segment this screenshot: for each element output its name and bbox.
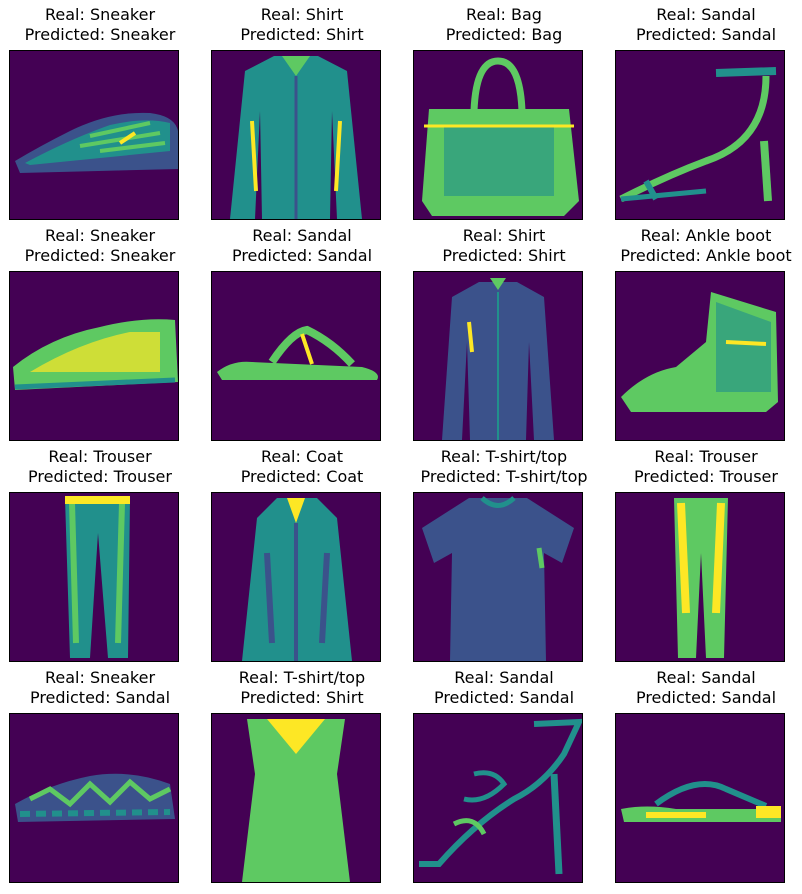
real-label: Real: T-shirt/top [238,668,366,687]
subplot-1: Real: Shirt Predicted: Shirt [202,0,404,222]
sandal-heel-image [413,713,583,883]
predicted-label: Predicted: Shirt [442,246,566,265]
real-label: Real: Ankle boot [640,226,772,245]
predicted-label: Predicted: Bag [445,25,563,44]
subplot-title: Real: Bag Predicted: Bag [404,5,604,45]
sneaker-image [9,271,179,441]
predicted-label: Predicted: Shirt [240,688,364,707]
real-label: Real: Trouser [48,447,152,466]
real-label: Real: Sandal [454,668,554,687]
predicted-label: Predicted: Sandal [29,688,171,707]
subplot-title: Real: Sneaker Predicted: Sneaker [0,226,200,266]
predicted-label: Predicted: Sandal [635,688,777,707]
subplot-title: Real: Shirt Predicted: Shirt [404,226,604,266]
predicted-label: Predicted: Ankle boot [620,246,792,265]
subplot-10: Real: T-shirt/top Predicted: T-shirt/top [404,442,606,664]
subplot-12: Real: Sneaker Predicted: Sandal [0,663,202,885]
sneaker-image [9,713,179,883]
subplot-8: Real: Trouser Predicted: Trouser [0,442,202,664]
real-label: Real: Sandal [656,668,756,687]
subplot-11: Real: Trouser Predicted: Trouser [606,442,802,664]
predicted-label: Predicted: Sandal [231,246,373,265]
tank-top-image [211,713,381,883]
ankle-boot-image [615,271,785,441]
subplot-15: Real: Sandal Predicted: Sandal [606,663,802,885]
predicted-label: Predicted: Trouser [634,467,778,486]
subplot-title: Real: Sandal Predicted: Sandal [404,668,604,708]
sandal-flat-image [211,271,381,441]
subplot-title: Real: Sneaker Predicted: Sandal [0,668,200,708]
shirt-image [413,271,583,441]
real-label: Real: Bag [466,5,542,24]
sneaker-image [9,50,179,220]
predicted-label: Predicted: Sneaker [24,246,176,265]
predicted-label: Predicted: Shirt [240,25,364,44]
subplot-title: Real: Shirt Predicted: Shirt [202,5,402,45]
real-label: Real: Shirt [462,226,546,245]
subplot-9: Real: Coat Predicted: Coat [202,442,404,664]
sandal-flat-image [615,713,785,883]
predicted-label: Predicted: Sneaker [24,25,176,44]
real-label: Real: Sandal [252,226,352,245]
subplot-4: Real: Sneaker Predicted: Sneaker [0,221,202,443]
real-label: Real: Sneaker [44,226,156,245]
subplot-5: Real: Sandal Predicted: Sandal [202,221,404,443]
subplot-14: Real: Sandal Predicted: Sandal [404,663,606,885]
shirt-image [211,50,381,220]
subplot-title: Real: Sandal Predicted: Sandal [606,668,802,708]
subplot-title: Real: Coat Predicted: Coat [202,447,402,487]
subplot-title: Real: Sandal Predicted: Sandal [202,226,402,266]
real-label: Real: T-shirt/top [440,447,568,466]
sandal-heel-image [615,50,785,220]
real-label: Real: Trouser [654,447,758,466]
subplot-title: Real: Trouser Predicted: Trouser [606,447,802,487]
real-label: Real: Coat [260,447,343,466]
real-label: Real: Sneaker [44,668,156,687]
predicted-label: Predicted: Sandal [433,688,575,707]
subplot-0: Real: Sneaker Predicted: Sneaker [0,0,202,222]
bag-image [413,50,583,220]
subplot-title: Real: Sandal Predicted: Sandal [606,5,802,45]
tshirt-image [413,492,583,662]
subplot-title: Real: T-shirt/top Predicted: Shirt [202,668,402,708]
subplot-2: Real: Bag Predicted: Bag [404,0,606,222]
real-label: Real: Sandal [656,5,756,24]
trouser-image [615,492,785,662]
subplot-title: Real: Trouser Predicted: Trouser [0,447,200,487]
subplot-6: Real: Shirt Predicted: Shirt [404,221,606,443]
subplot-7: Real: Ankle boot Predicted: Ankle boot [606,221,802,443]
coat-image [211,492,381,662]
predicted-label: Predicted: Coat [240,467,364,486]
subplot-13: Real: T-shirt/top Predicted: Shirt [202,663,404,885]
real-label: Real: Sneaker [44,5,156,24]
real-label: Real: Shirt [260,5,344,24]
subplot-title: Real: Ankle boot Predicted: Ankle boot [606,226,802,266]
subplot-3: Real: Sandal Predicted: Sandal [606,0,802,222]
predicted-label: Predicted: T-shirt/top [420,467,588,486]
trouser-image [9,492,179,662]
subplot-title: Real: Sneaker Predicted: Sneaker [0,5,200,45]
subplot-title: Real: T-shirt/top Predicted: T-shirt/top [404,447,604,487]
predicted-label: Predicted: Trouser [28,467,172,486]
predicted-label: Predicted: Sandal [635,25,777,44]
